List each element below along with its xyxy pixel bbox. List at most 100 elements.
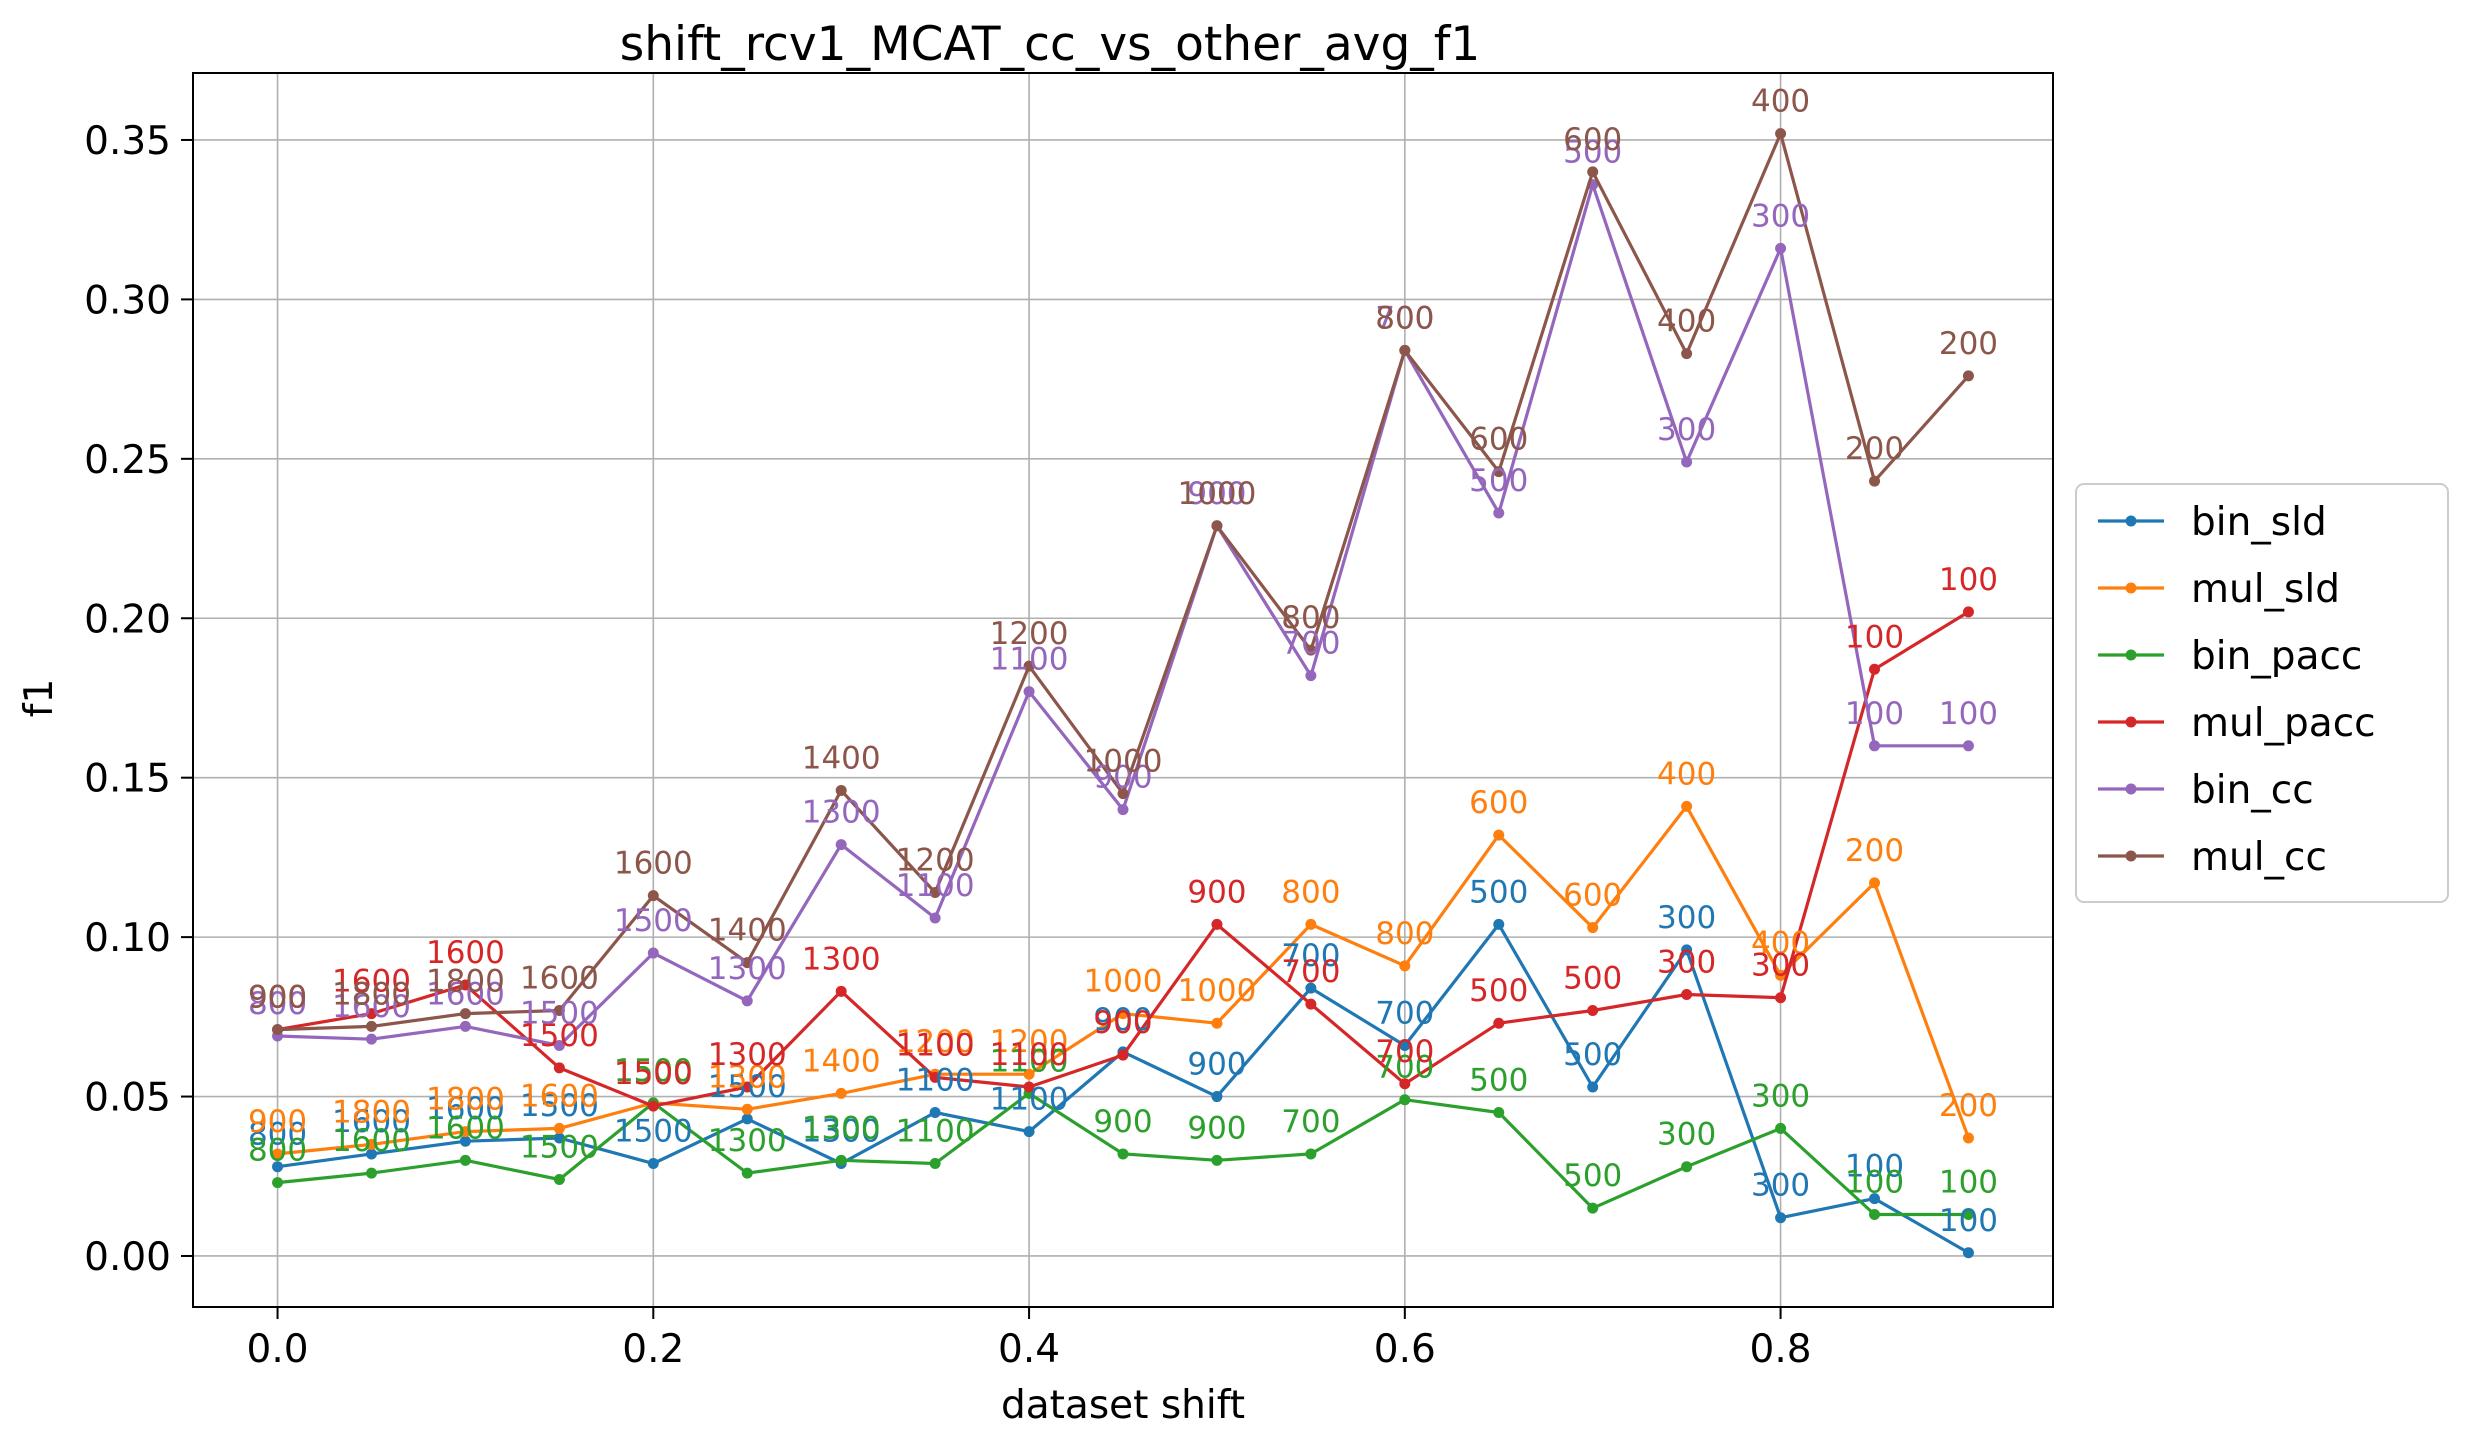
data-label-bin_sld: 1500	[614, 1114, 693, 1150]
data-label-mul_cc: 1400	[708, 913, 787, 949]
data-point-mul_cc	[1399, 344, 1411, 356]
data-point-mul_pacc	[459, 979, 471, 991]
data-point-mul_sld	[835, 1087, 847, 1099]
data-label-bin_sld: 1100	[990, 1082, 1069, 1118]
data-label-mul_sld: 1800	[426, 1082, 505, 1118]
data-label-bin_pacc: 1100	[896, 1114, 975, 1150]
data-label-bin_sld: 900	[1187, 1047, 1246, 1083]
data-point-bin_pacc	[459, 1154, 471, 1166]
data-label-mul_cc: 1200	[896, 842, 975, 878]
y-tick-label: 0.05	[84, 1076, 171, 1121]
data-point-bin_pacc	[272, 1177, 284, 1189]
data-point-bin_sld	[741, 1113, 753, 1125]
data-label-mul_cc: 1000	[1177, 476, 1256, 512]
data-point-mul_cc	[1681, 348, 1693, 360]
data-label-mul_sld: 1000	[1177, 973, 1256, 1009]
data-point-mul_sld	[459, 1126, 471, 1138]
data-label-mul_sld: 1200	[990, 1024, 1069, 1060]
x-tick-label: 0.6	[1374, 1327, 1436, 1372]
legend-label-mul_cc: mul_cc	[2191, 835, 2327, 880]
data-point-bin_sld	[1023, 1126, 1035, 1138]
data-label-mul_sld: 800	[1375, 916, 1434, 952]
x-tick-label: 0.4	[998, 1327, 1060, 1372]
data-label-bin_pacc: 1300	[708, 1123, 787, 1159]
data-label-mul_pacc: 900	[1093, 1005, 1152, 1041]
data-point-bin_pacc	[1305, 1148, 1317, 1160]
data-label-bin_sld: 1100	[896, 1062, 975, 1098]
data-point-mul_pacc	[1587, 1004, 1599, 1016]
data-label-bin_cc: 1100	[896, 868, 975, 904]
data-point-mul_pacc	[1211, 918, 1223, 930]
data-label-mul_pacc: 1600	[332, 964, 411, 1000]
data-label-bin_cc: 500	[1469, 463, 1528, 499]
data-label-bin_sld: 800	[248, 1117, 307, 1153]
data-label-mul_sld: 600	[1563, 878, 1622, 914]
data-point-mul_cc	[1775, 128, 1787, 140]
data-label-mul_pacc: 100	[1845, 619, 1904, 655]
data-point-bin_sld	[1305, 982, 1317, 994]
data-point-bin_pacc	[741, 1167, 753, 1179]
legend-label-mul_pacc: mul_pacc	[2191, 701, 2376, 746]
data-label-mul_cc: 200	[1939, 326, 1998, 362]
data-point-mul_sld	[365, 1138, 377, 1150]
data-label-mul_pacc: 1300	[708, 1037, 787, 1073]
data-point-bin_cc	[1023, 686, 1035, 698]
data-label-mul_sld: 1800	[332, 1094, 411, 1130]
data-label-bin_cc: 1100	[990, 642, 1069, 678]
data-label-mul_pacc: 900	[1187, 874, 1246, 910]
data-label-bin_cc: 1600	[332, 989, 411, 1025]
data-point-mul_cc	[1587, 166, 1599, 178]
data-point-mul_pacc	[1399, 1078, 1411, 1090]
data-point-mul_pacc	[835, 985, 847, 997]
data-label-bin_pacc: 300	[1751, 1078, 1810, 1114]
data-point-mul_pacc	[1775, 992, 1787, 1004]
data-label-bin_cc: 1300	[708, 951, 787, 987]
data-point-mul_cc	[1211, 520, 1223, 532]
data-point-mul_cc	[553, 1004, 565, 1016]
data-label-bin_cc: 900	[1187, 476, 1246, 512]
data-label-bin_sld: 100	[1939, 1203, 1998, 1239]
data-point-mul_sld	[1775, 969, 1787, 981]
data-point-bin_cc	[1775, 242, 1787, 254]
data-label-mul_cc: 1000	[1084, 744, 1163, 780]
legend-marker-bin_cc	[2125, 783, 2137, 795]
data-point-bin_sld	[1775, 1212, 1787, 1224]
data-label-bin_cc: 1500	[614, 903, 693, 939]
data-point-bin_sld	[929, 1106, 941, 1118]
y-tick-label: 0.20	[84, 597, 171, 642]
data-label-bin_cc: 800	[248, 986, 307, 1022]
data-label-mul_cc: 1800	[332, 976, 411, 1012]
data-label-mul_sld: 400	[1657, 756, 1716, 792]
data-label-bin_sld: 1500	[708, 1069, 787, 1105]
data-label-bin_sld: 1600	[332, 1104, 411, 1140]
data-point-mul_pacc	[365, 1008, 377, 1020]
data-point-bin_sld	[1962, 1247, 1974, 1259]
data-label-mul_sld: 1000	[1084, 964, 1163, 1000]
data-label-mul_pacc: 900	[248, 980, 307, 1016]
data-label-bin_pacc: 1500	[614, 1053, 693, 1089]
data-point-mul_pacc	[647, 1100, 659, 1112]
data-label-bin_cc: 1500	[520, 996, 599, 1032]
series-layer	[272, 128, 1974, 1259]
data-point-bin_pacc	[1962, 1209, 1974, 1221]
data-label-mul_cc: 800	[1375, 300, 1434, 336]
data-label-bin_sld: 500	[1563, 1037, 1622, 1073]
data-label-bin_pacc: 500	[1469, 1062, 1528, 1098]
y-axis: 0.00 0.05 0.10 0.15 0.20 0.25 0.30 0.35	[84, 119, 193, 1280]
data-point-mul_pacc	[741, 1081, 753, 1093]
data-label-mul_cc: 400	[1657, 304, 1716, 340]
data-label-bin_sld: 700	[1375, 996, 1434, 1032]
legend-marker-bin_sld	[2125, 515, 2137, 527]
data-point-bin_pacc	[835, 1154, 847, 1166]
data-label-bin_cc: 900	[1093, 760, 1152, 796]
x-tick-label: 0.2	[622, 1327, 684, 1372]
x-axis: 0.0 0.2 0.4 0.6 0.8	[247, 1307, 1812, 1372]
data-label-mul_cc: 200	[1845, 431, 1904, 467]
data-label-mul_cc: 1800	[426, 964, 505, 1000]
data-label-mul_sld: 800	[1281, 874, 1340, 910]
data-label-mul_cc: 900	[248, 980, 307, 1016]
data-label-mul_sld: 200	[1845, 833, 1904, 869]
data-point-mul_pacc	[1493, 1017, 1505, 1029]
data-point-mul_pacc	[1023, 1081, 1035, 1093]
